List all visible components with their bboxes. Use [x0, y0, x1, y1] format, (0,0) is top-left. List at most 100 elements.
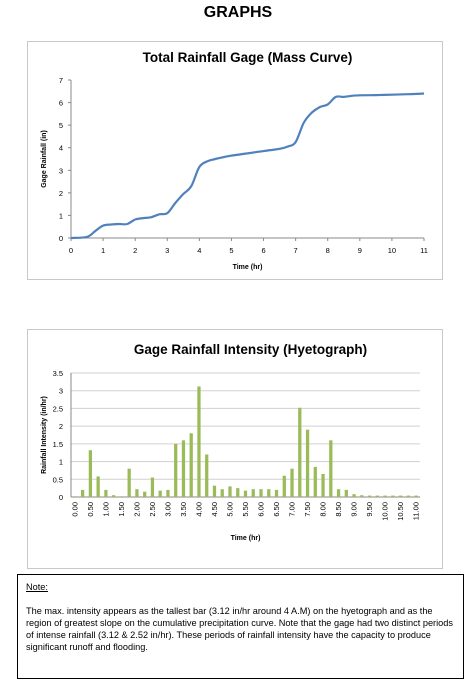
bar: [197, 386, 201, 497]
mass-curve-chart: Total Rainfall Gage (Mass Curve) 0 1 2 3 4 5 6 7…: [27, 41, 443, 280]
y-tick-label: 7: [59, 76, 63, 85]
bar: [375, 495, 379, 497]
x-tick-label: 4: [197, 246, 201, 255]
bar: [127, 468, 131, 497]
x-tick-label: 5.00: [226, 502, 235, 517]
x-tick-label: 7: [294, 246, 298, 255]
y-tick-label: 1: [59, 211, 63, 220]
bar: [166, 489, 170, 497]
bar: [104, 489, 108, 497]
x-tick-label: 2.00: [132, 502, 141, 517]
x-tick-label: 8.00: [319, 502, 328, 517]
page-title: GRAPHS: [203, 4, 273, 21]
note-box: Note: The max. intensity appears as the …: [17, 574, 464, 679]
hyetograph-chart: Gage Rainfall Intensity (Hyetograph) 0 0.5…: [27, 329, 443, 569]
note-text: The max. intensity appears as the talles…: [26, 606, 453, 652]
x-tick-label: 1: [101, 246, 105, 255]
x-tick-label: 3.50: [179, 502, 188, 517]
x-tick-label: 3.00: [163, 502, 172, 517]
bar: [259, 489, 263, 497]
note-heading: Note:: [26, 582, 48, 592]
bar: [344, 489, 348, 497]
x-tick-label: 11: [420, 246, 428, 255]
bar: [205, 454, 209, 497]
y-tick-label: 2: [59, 189, 63, 198]
bar: [406, 495, 410, 497]
bar: [414, 495, 418, 497]
y-tick-label: 2: [59, 422, 63, 431]
y-tick-label: 3: [59, 166, 63, 175]
bar: [398, 495, 403, 497]
bar: [251, 489, 255, 497]
bar: [298, 407, 302, 497]
x-tick-label: 1.50: [117, 502, 126, 517]
x-tick-label: 10.00: [381, 502, 390, 521]
y-tick-label: 6: [59, 99, 63, 108]
bar: [243, 490, 248, 497]
bar: [112, 495, 116, 497]
bar: [391, 495, 395, 497]
x-tick-label: 6: [261, 246, 265, 255]
bar: [383, 495, 387, 497]
bar: [336, 489, 341, 497]
y-tick-label: 3: [59, 387, 63, 396]
x-tick-label: 10.50: [396, 502, 405, 521]
bar: [212, 485, 217, 497]
y-tick-label: 1: [59, 458, 63, 467]
x-tick-label: 8.50: [334, 502, 343, 517]
x-tick-label: 5: [229, 246, 233, 255]
x-tick-label: 9.00: [350, 502, 359, 517]
bar: [282, 475, 286, 497]
mass-curve-line: [70, 92, 425, 240]
bar: [228, 486, 232, 497]
chart-title: Gage Rainfall Intensity (Hyetograph): [134, 342, 367, 357]
x-tick-label: 5.50: [241, 502, 250, 517]
y-tick-label: 0.5: [53, 475, 63, 484]
x-tick-label: 0.50: [86, 502, 95, 517]
x-tick-label: 0.00: [70, 502, 79, 517]
x-axis-title: Time (hr): [233, 264, 263, 271]
bar: [313, 466, 317, 497]
bar: [352, 494, 356, 497]
bar: [290, 468, 294, 497]
bar: [81, 489, 85, 497]
bar: [274, 489, 279, 497]
y-tick-label: 2.5: [53, 404, 63, 413]
x-axis-title: Time (hr): [231, 535, 261, 542]
x-tick-label: 1.00: [101, 502, 110, 517]
x-tick-label: 6.50: [272, 502, 281, 517]
x-tick-label: 6.00: [257, 502, 266, 517]
y-axis-title: Gage Rainfall (in): [41, 130, 48, 188]
bar: [189, 433, 193, 497]
x-tick-label: 3: [165, 246, 169, 255]
bar: [135, 489, 139, 497]
bar: [321, 473, 325, 497]
bar: [236, 488, 240, 497]
x-tick-label: 2.50: [148, 502, 157, 517]
bar: [158, 490, 162, 497]
bar: [220, 489, 224, 497]
bar: [181, 440, 186, 497]
x-tick-label: 11.00: [412, 502, 421, 520]
bar: [267, 489, 271, 497]
x-tick-label: 7.00: [288, 502, 297, 517]
x-tick-label: 4.50: [210, 502, 219, 517]
y-tick-label: 0: [59, 234, 63, 243]
x-tick-label: 9: [358, 246, 362, 255]
x-tick-label: 2: [133, 246, 137, 255]
y-tick-label: 4: [59, 144, 63, 153]
x-tick-label: 10: [388, 246, 396, 255]
x-tick-label: 0: [69, 246, 73, 255]
bar: [88, 450, 93, 497]
bar: [96, 476, 100, 497]
bar: [329, 440, 333, 497]
y-tick-label: 1.5: [53, 440, 63, 449]
x-tick-label: 9.50: [365, 502, 374, 517]
y-tick-label: 5: [59, 121, 63, 130]
x-tick-label: 4.00: [195, 502, 204, 517]
x-tick-label: 8: [326, 246, 330, 255]
bar: [73, 496, 77, 497]
bar: [367, 495, 372, 497]
y-tick-label: 0: [59, 493, 63, 502]
x-tick-label: 7.50: [303, 502, 312, 517]
